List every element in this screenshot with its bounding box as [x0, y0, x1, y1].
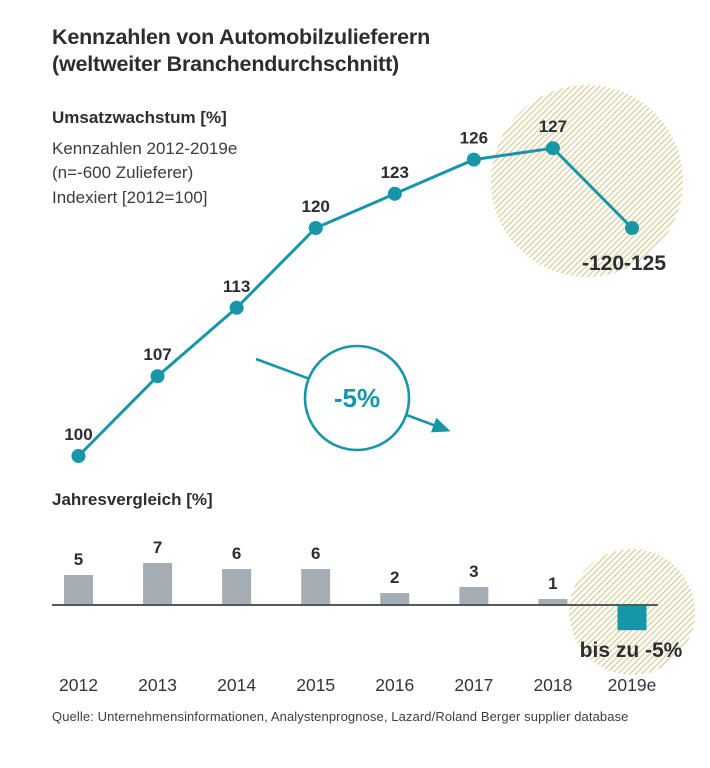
bar [380, 593, 410, 605]
bar-value-label: 6 [311, 544, 320, 563]
bar [222, 569, 252, 605]
point-value-label: 107 [143, 345, 171, 364]
page-title-line1: Kennzahlen von Automobilzulieferern [52, 25, 431, 49]
subtitle-indexed: Indexiert [2012=100] [52, 188, 208, 207]
year-label: 2012 [59, 675, 98, 695]
year-label: 2019e [608, 675, 657, 695]
bar [459, 587, 489, 605]
data-point [150, 369, 165, 384]
annotation-text: -5% [334, 383, 380, 413]
point-value-label: 120 [302, 197, 330, 216]
bar-value-label: 2 [390, 568, 399, 587]
bar-value-label: 1 [548, 574, 557, 593]
year-label: 2017 [454, 675, 493, 695]
point-value-label: 100 [64, 425, 92, 444]
page-title-line2: (weltweiter Branchendurchschnitt) [52, 52, 400, 76]
bar-value-label: 7 [153, 538, 162, 557]
year-label: 2015 [296, 675, 335, 695]
bar-chart-heading: Jahresvergleich [%] [52, 490, 213, 509]
bar [143, 563, 173, 605]
data-point [466, 152, 481, 167]
revenue-line [77, 146, 634, 458]
point-value-label: 113 [223, 277, 250, 296]
line-chart-subtitle: Kennzahlen 2012-2019e (n=-600 Zulieferer… [52, 137, 237, 210]
subtitle-period: Kennzahlen 2012-2019e [52, 139, 238, 158]
data-point [624, 221, 639, 235]
bar [538, 599, 568, 605]
data-point [229, 300, 244, 315]
point-label-2019e: -120-125 [582, 252, 666, 275]
bar-label-2019e: bis zu -5% [580, 639, 683, 662]
bar [64, 575, 93, 605]
bar-value-label: 6 [232, 544, 241, 563]
data-point [308, 221, 323, 235]
source-note: Quelle: Unternehmensinformationen, Analy… [52, 709, 629, 724]
bar-value-label: 3 [469, 562, 478, 581]
data-point [387, 186, 402, 201]
year-label: 2014 [217, 675, 256, 695]
year-label: 2013 [138, 675, 177, 695]
data-point [71, 449, 86, 463]
bar-2019e-negative [617, 605, 647, 631]
data-point [545, 141, 560, 156]
point-value-label: 127 [539, 117, 567, 136]
annotation-circle [303, 344, 411, 452]
page-title: Kennzahlen von Automobilzulieferern (wel… [52, 24, 430, 78]
point-value-label: 126 [460, 129, 488, 148]
bar-value-label: 5 [74, 550, 83, 569]
line-chart-heading: Umsatzwachstum [%] [52, 108, 227, 127]
year-label: 2018 [533, 675, 572, 695]
year-label: 2016 [375, 675, 414, 695]
point-value-label: 123 [381, 163, 409, 182]
subtitle-sample: (n=-600 Zulieferer) [52, 162, 194, 182]
bar [301, 569, 331, 605]
